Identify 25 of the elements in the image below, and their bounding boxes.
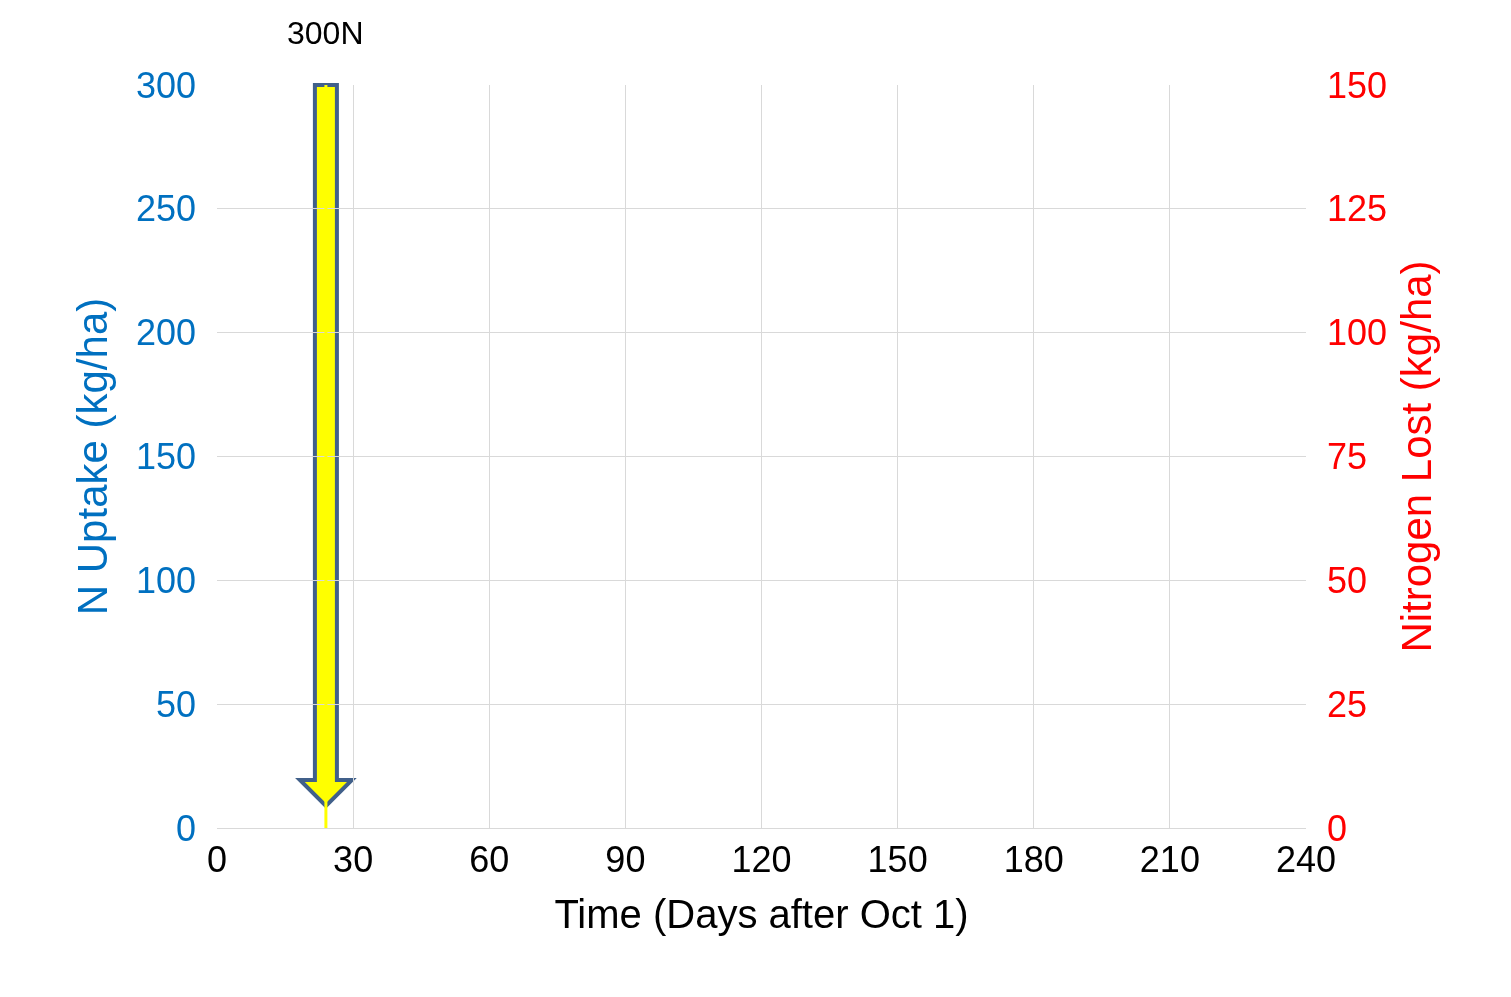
- y2-tick-label: 25: [1327, 683, 1368, 725]
- x-axis-title: Time (Days after Oct 1): [554, 891, 969, 936]
- y2-tick-label: 150: [1327, 64, 1388, 106]
- x-tick-label: 0: [206, 839, 228, 881]
- y-tick-label: 250: [135, 188, 196, 230]
- y-tick-label: 300: [135, 64, 196, 106]
- y-tick-label: 50: [155, 683, 196, 725]
- x-tick-label: 30: [333, 839, 374, 881]
- y-axis-title: N Uptake (kg/ha): [68, 297, 116, 616]
- x-tick-label: 90: [605, 839, 646, 881]
- y2-tick-label: 75: [1327, 436, 1368, 478]
- y-tick-label: 200: [135, 312, 196, 354]
- y2-tick-label: 125: [1327, 188, 1388, 230]
- y-tick-label: 0: [175, 807, 196, 849]
- x-tick-label: 60: [469, 839, 510, 881]
- y2-tick-label: 100: [1327, 312, 1388, 354]
- x-tick-label: 210: [1139, 839, 1200, 881]
- y2-tick-label: 50: [1327, 559, 1368, 601]
- ref-line-label: 300N: [287, 15, 364, 51]
- x-tick-label: 180: [1003, 839, 1064, 881]
- x-tick-label: 150: [867, 839, 928, 881]
- x-tick-label: 120: [731, 839, 792, 881]
- y-tick-label: 150: [135, 436, 196, 478]
- y-tick-label: 100: [135, 559, 196, 601]
- y2-axis-title: Nitrogen Lost (kg/ha): [1392, 260, 1440, 653]
